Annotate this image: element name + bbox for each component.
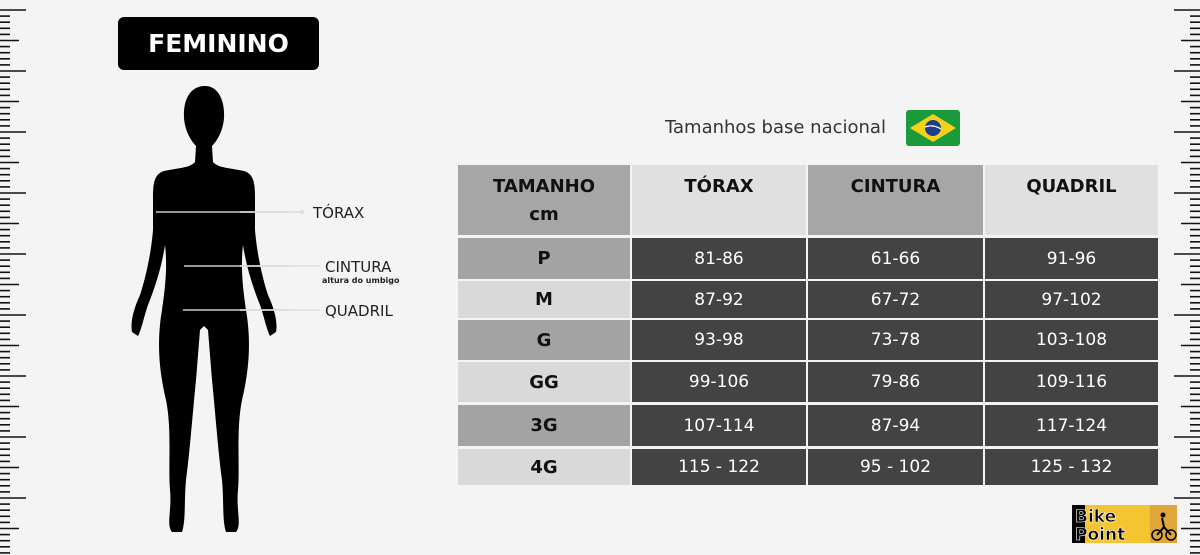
cintura-cell: 73-78 bbox=[808, 320, 983, 360]
torax-cell: 99-106 bbox=[632, 362, 806, 402]
torax-cell: 107-114 bbox=[632, 405, 806, 446]
header-cintura: CINTURA bbox=[808, 165, 983, 235]
size-cell: M bbox=[458, 281, 630, 318]
measure-lines bbox=[240, 210, 320, 311]
brazil-flag-icon bbox=[906, 110, 960, 146]
size-cell: GG bbox=[458, 362, 630, 402]
size-table: TAMANHO cm TÓRAX CINTURA QUADRIL P 81-86 6… bbox=[458, 165, 1158, 487]
bike-point-logo: Bike Point bbox=[1072, 505, 1177, 543]
size-cell: 4G bbox=[458, 449, 630, 485]
label-cintura-note: altura do umbigo bbox=[322, 276, 400, 285]
torax-cell: 93-98 bbox=[632, 320, 806, 360]
torax-cell: 87-92 bbox=[632, 281, 806, 318]
size-cell: 3G bbox=[458, 405, 630, 446]
quadril-cell: 91-96 bbox=[985, 238, 1158, 279]
header-tamanho-label: TAMANHO bbox=[492, 176, 596, 197]
quadril-cell: 109-116 bbox=[985, 362, 1158, 402]
title-badge: FEMININO bbox=[118, 17, 319, 70]
title: FEMININO bbox=[148, 29, 289, 58]
cintura-cell: 67-72 bbox=[808, 281, 983, 318]
size-cell: G bbox=[458, 320, 630, 360]
svg-text:Point: Point bbox=[1075, 525, 1125, 543]
header-tamanho: TAMANHO cm bbox=[458, 165, 630, 235]
header-unit: cm bbox=[529, 204, 559, 225]
svg-text:Bike: Bike bbox=[1075, 507, 1116, 527]
cintura-cell: 79-86 bbox=[808, 362, 983, 402]
quadril-cell: 125 - 132 bbox=[985, 449, 1158, 485]
quadril-cell: 97-102 bbox=[985, 281, 1158, 318]
quadril-cell: 103-108 bbox=[985, 320, 1158, 360]
torax-cell: 81-86 bbox=[632, 238, 806, 279]
cintura-cell: 87-94 bbox=[808, 405, 983, 446]
cintura-cell: 95 - 102 bbox=[808, 449, 983, 485]
ruler-left bbox=[0, 9, 26, 554]
size-cell: P bbox=[458, 238, 630, 279]
label-torax: TÓRAX bbox=[313, 204, 365, 222]
label-quadril: QUADRIL bbox=[325, 302, 393, 320]
label-cintura: CINTURA bbox=[325, 258, 392, 276]
cintura-cell: 61-66 bbox=[808, 238, 983, 279]
heading: Tamanhos base nacional bbox=[665, 117, 886, 138]
header-torax: TÓRAX bbox=[632, 165, 806, 235]
ruler-right bbox=[1174, 9, 1200, 554]
quadril-cell: 117-124 bbox=[985, 405, 1158, 446]
header-quadril: QUADRIL bbox=[985, 165, 1158, 235]
torax-cell: 115 - 122 bbox=[632, 449, 806, 485]
